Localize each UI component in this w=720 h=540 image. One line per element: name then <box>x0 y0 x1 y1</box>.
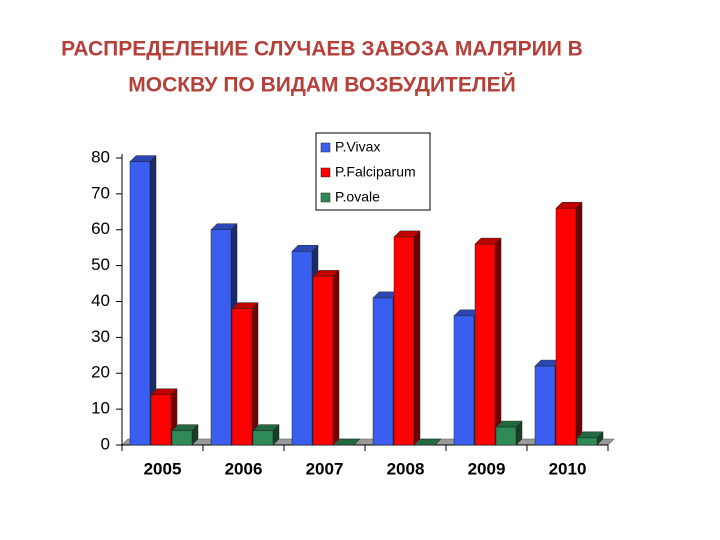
bar <box>231 302 259 446</box>
bar <box>333 438 361 446</box>
bar-side <box>332 269 340 446</box>
bar-side <box>413 230 421 446</box>
bar-front <box>474 243 496 446</box>
bar-front <box>495 426 517 446</box>
bar-front <box>453 315 475 446</box>
y-tick-label: 50 <box>91 255 110 274</box>
bar-front <box>252 430 274 446</box>
legend-swatch <box>320 167 331 178</box>
bar-front <box>312 276 334 446</box>
bar-front <box>534 365 556 446</box>
bar <box>495 420 523 446</box>
x-tick-label: 2007 <box>306 459 344 478</box>
x-tick-label: 2008 <box>387 459 425 478</box>
legend-label: P.Falciparum <box>335 164 416 180</box>
bar-side <box>575 201 583 446</box>
legend-label: P.Vivax <box>335 139 380 155</box>
bar <box>555 201 583 446</box>
bar-front <box>576 437 598 446</box>
x-tick-label: 2009 <box>468 459 506 478</box>
bar-front <box>393 236 415 446</box>
bar-front <box>150 394 172 446</box>
bar-front <box>372 297 394 446</box>
x-tick-label: 2005 <box>144 459 182 478</box>
bar-side <box>494 237 502 446</box>
y-tick-label: 20 <box>91 363 110 382</box>
bar <box>252 424 280 446</box>
bar-front <box>555 207 577 446</box>
bar-front <box>231 308 253 446</box>
y-tick-label: 70 <box>91 183 110 202</box>
bar <box>129 154 157 446</box>
y-tick-label: 10 <box>91 399 110 418</box>
y-tick-label: 0 <box>101 434 110 453</box>
bar-side <box>251 302 259 446</box>
bar-front <box>291 251 313 446</box>
x-tick-label: 2006 <box>225 459 263 478</box>
legend-box <box>315 132 431 211</box>
legend-swatch <box>320 142 331 153</box>
bar <box>474 237 502 446</box>
chart-title: РАСПРЕДЕЛЕНИЕ СЛУЧАЕВ ЗАВОЗА МАЛЯРИИ В <box>61 38 583 61</box>
bar <box>414 438 442 446</box>
x-tick-label: 2010 <box>549 459 587 478</box>
bar-top <box>333 438 361 446</box>
bar-front <box>129 161 151 446</box>
legend-label: P.ovale <box>335 189 380 205</box>
y-tick-label: 60 <box>91 219 110 238</box>
bar-front <box>210 229 232 446</box>
bar-front <box>171 430 193 446</box>
y-tick-label: 80 <box>91 147 110 166</box>
bar <box>576 431 604 446</box>
bar <box>393 230 421 446</box>
y-tick-label: 30 <box>91 327 110 346</box>
bar <box>312 269 340 446</box>
bar <box>171 424 199 446</box>
chart-title: МОСКВУ ПО ВИДАМ ВОЗБУДИТЕЛЕЙ <box>128 73 515 97</box>
legend-swatch <box>320 192 331 203</box>
y-tick-label: 40 <box>91 291 110 310</box>
bar-top <box>414 438 442 446</box>
